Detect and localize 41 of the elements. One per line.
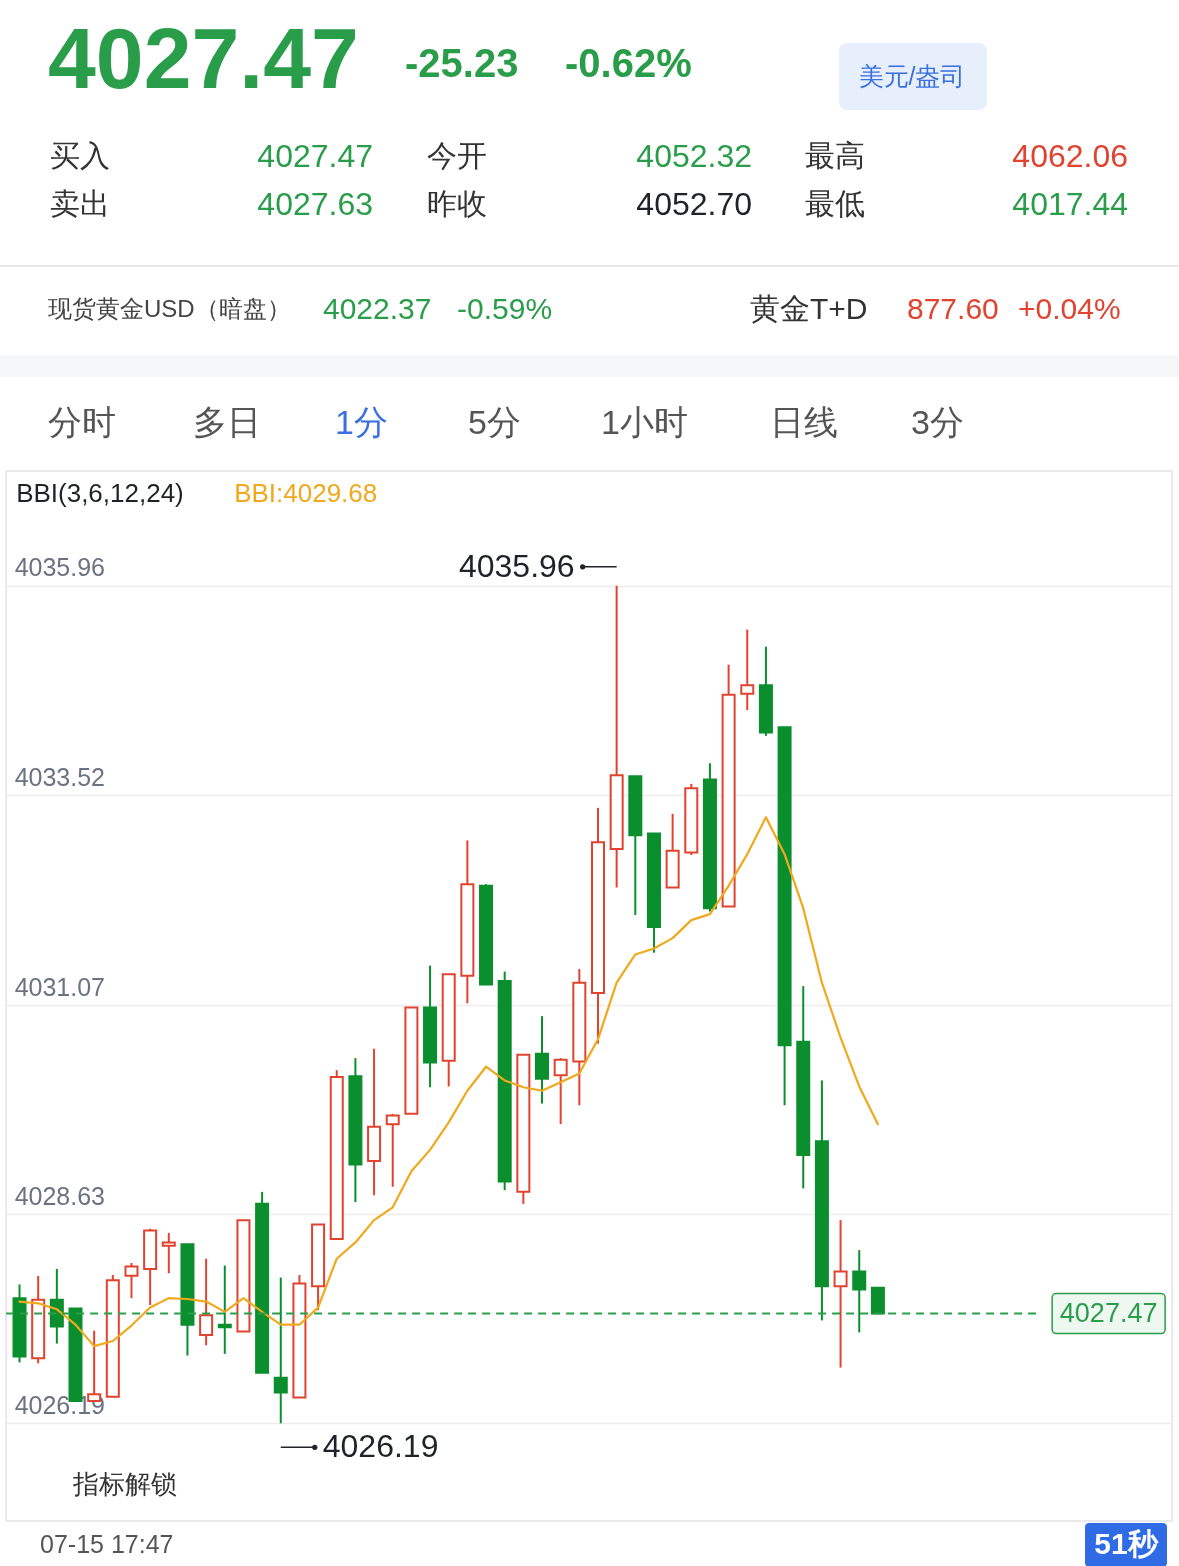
- text: 日线: [770, 403, 838, 441]
- text: 4022.37: [323, 292, 432, 325]
- text: 4027.47: [257, 138, 373, 174]
- text: 多日: [193, 403, 261, 441]
- text: 51秒: [1094, 1527, 1159, 1560]
- y-tick-label: 4031.07: [14, 972, 105, 1001]
- text: 4052.32: [636, 138, 752, 174]
- text: 4052.70: [636, 186, 752, 222]
- text: 黄金T+D: [750, 292, 868, 325]
- text: -0.62%: [565, 41, 692, 85]
- y-tick-label: 4033.52: [14, 762, 105, 791]
- text: 最低: [805, 187, 865, 220]
- annotation: 指标解锁: [72, 1469, 178, 1499]
- text: -0.59%: [457, 292, 553, 325]
- annotation: 4035.96: [458, 547, 575, 584]
- y-tick-label: 4028.63: [14, 1181, 105, 1210]
- text: 3分: [911, 403, 964, 441]
- text: 877.60: [907, 292, 999, 325]
- text: 5分: [468, 403, 521, 441]
- text: 4027.63: [257, 186, 373, 222]
- text: 昨收: [427, 187, 487, 220]
- y-tick-label: 4035.96: [14, 553, 105, 582]
- text: 分时: [48, 403, 116, 441]
- text: 美元/盎司: [858, 62, 966, 90]
- text: 现货黄金USD（暗盘）: [48, 295, 291, 322]
- text: 卖出: [50, 187, 110, 220]
- text: 今开: [427, 139, 487, 172]
- text: 1分: [335, 403, 388, 441]
- text: BBI:4029.68: [234, 478, 378, 508]
- text: 4027.47: [1059, 1297, 1158, 1328]
- text: 1小时: [601, 403, 688, 441]
- text: 最高: [805, 139, 865, 172]
- text: 买入: [50, 139, 110, 172]
- text: 07-15 17:47: [40, 1530, 174, 1558]
- legend-title: BBI(3,6,12,24): [16, 478, 184, 508]
- text: 4062.06: [1012, 138, 1128, 174]
- text: 4027.47: [48, 10, 359, 106]
- text: +0.04%: [1018, 292, 1121, 325]
- text: -25.23: [405, 41, 519, 85]
- text: 4017.44: [1012, 186, 1128, 222]
- annotation: 4026.19: [322, 1428, 439, 1465]
